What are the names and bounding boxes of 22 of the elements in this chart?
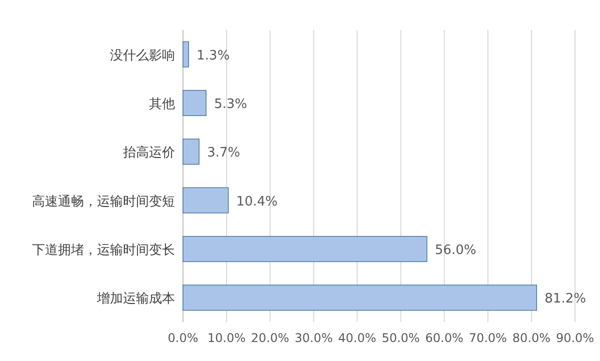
x-tick-label: 70.0% <box>468 331 507 345</box>
x-tick-label: 40.0% <box>338 331 376 345</box>
data-label: 56.0% <box>434 243 476 258</box>
y-tick-label: 下道拥堵，运输时间变长 <box>32 243 175 258</box>
data-label: 10.4% <box>236 194 278 210</box>
data-label: 3.7% <box>207 146 240 161</box>
y-tick-label: 其他 <box>149 97 175 112</box>
x-tick-label: 0.0% <box>168 331 198 345</box>
x-tick-label: 60.0% <box>425 331 464 345</box>
y-tick-label: 抬高运价 <box>123 144 175 161</box>
data-label: 5.3% <box>214 97 248 112</box>
data-label: 1.3% <box>196 48 230 64</box>
y-tick-label: 高速通畅，运输时间变短 <box>32 193 175 210</box>
x-tick-label: 90.0% <box>556 331 594 345</box>
x-tick-label: 30.0% <box>294 331 333 345</box>
y-tick-label: 增加运输成本 <box>96 292 175 307</box>
y-tick-label: 没什么影响 <box>110 48 175 64</box>
data-label: 81.2% <box>544 292 586 307</box>
x-tick-label: 20.0% <box>251 331 290 345</box>
x-tick-label: 10.0% <box>207 331 246 345</box>
x-tick-label: 80.0% <box>512 331 551 345</box>
x-tick-label: 50.0% <box>382 331 420 345</box>
